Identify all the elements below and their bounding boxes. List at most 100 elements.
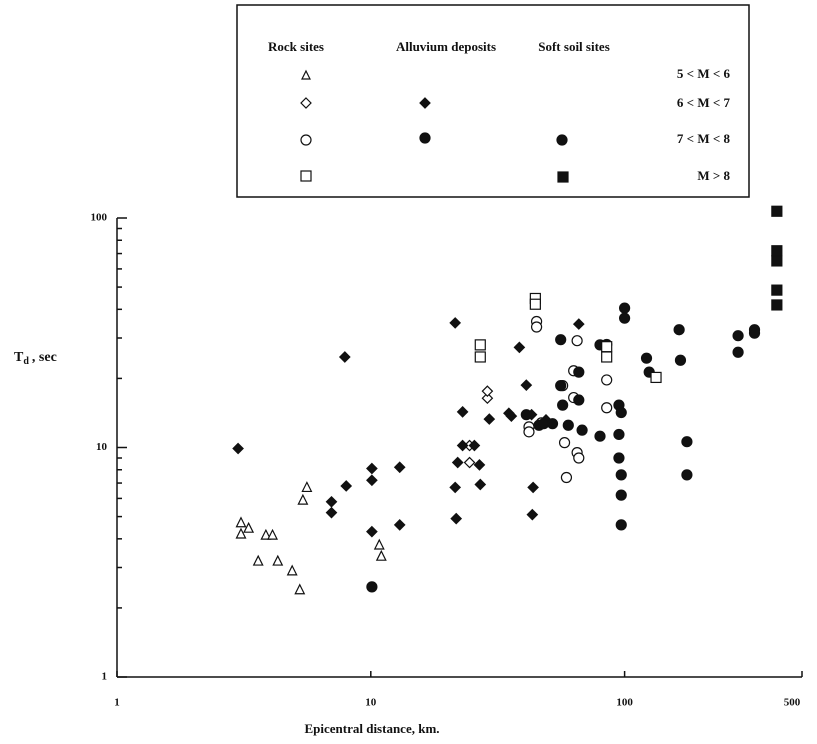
point [395, 520, 405, 530]
x-tick-label: 100 [616, 697, 633, 709]
point [521, 410, 531, 420]
legend-row-label: 6 < M < 7 [677, 95, 731, 110]
x-tick-label: 500 [784, 697, 801, 709]
point [453, 458, 463, 468]
point [458, 407, 468, 417]
point [602, 403, 612, 413]
point [651, 372, 661, 382]
point [236, 529, 245, 538]
point [326, 508, 336, 518]
point [474, 460, 484, 470]
legend-box [237, 5, 749, 197]
point [750, 328, 760, 338]
point [772, 246, 782, 256]
point [572, 336, 582, 346]
y-axis-label-rest: , sec [32, 350, 57, 365]
legend-row-label: 7 < M < 8 [677, 131, 731, 146]
point [475, 352, 485, 362]
point [616, 470, 626, 480]
point [367, 475, 377, 485]
chart: Rock sites Alluvium deposits Soft soil s… [0, 0, 817, 744]
point [772, 256, 782, 266]
y-tick-label: 100 [91, 212, 108, 224]
point [367, 582, 377, 592]
point [341, 481, 351, 491]
point [298, 495, 307, 504]
point [602, 352, 612, 362]
point [733, 347, 743, 357]
legend-row-label: 5 < M < 6 [677, 66, 731, 81]
point [560, 438, 570, 448]
point [254, 556, 263, 565]
point [602, 342, 612, 352]
point [772, 285, 782, 295]
point [558, 400, 568, 410]
point [326, 497, 336, 507]
point [675, 355, 685, 365]
point [642, 353, 652, 363]
point [288, 566, 297, 575]
point [528, 482, 538, 492]
point [527, 510, 537, 520]
point [574, 367, 584, 377]
point [377, 551, 386, 560]
point [236, 518, 245, 527]
x-tick-label: 1 [114, 697, 120, 709]
point [465, 458, 475, 468]
x-axis-label: Epicentral distance, km. [304, 721, 439, 736]
point [514, 342, 524, 352]
point [367, 464, 377, 474]
point [772, 206, 782, 216]
point [595, 431, 605, 441]
y-axis-label: Td, sec [14, 350, 57, 367]
legend-symbol [420, 133, 430, 143]
y-axis-label-sub: d [23, 356, 29, 367]
point [772, 300, 782, 310]
point [484, 414, 494, 424]
legend-symbol [557, 135, 567, 145]
point [450, 318, 460, 328]
point [524, 427, 534, 437]
point [620, 313, 630, 323]
page: {"chart_data": { "type": "scatter", "xla… [0, 0, 817, 744]
point [561, 473, 571, 483]
point [530, 299, 540, 309]
point [482, 386, 492, 396]
point [616, 520, 626, 530]
point [574, 319, 584, 329]
point [577, 425, 587, 435]
point [682, 437, 692, 447]
point [682, 470, 692, 480]
point [475, 340, 485, 350]
point [614, 453, 624, 463]
point [620, 303, 630, 313]
point [244, 523, 253, 532]
legend-header: Soft soil sites [538, 39, 610, 54]
point [532, 322, 542, 332]
point [367, 527, 377, 537]
point [451, 514, 461, 524]
point [616, 408, 626, 418]
point [733, 331, 743, 341]
point [273, 556, 282, 565]
point [563, 420, 573, 430]
legend-header: Rock sites [268, 39, 324, 54]
point [556, 335, 566, 345]
point [674, 325, 684, 335]
point [233, 444, 243, 454]
legend-row-label: M > 8 [697, 168, 730, 183]
point [521, 380, 531, 390]
point [614, 429, 624, 439]
point [340, 352, 350, 362]
point [302, 482, 311, 491]
legend-symbol [558, 172, 568, 182]
point [458, 441, 468, 451]
y-tick-label: 10 [96, 441, 108, 453]
point [556, 381, 566, 391]
point [574, 453, 584, 463]
point [395, 462, 405, 472]
point [616, 490, 626, 500]
legend-header: Alluvium deposits [396, 39, 496, 54]
point [295, 585, 304, 594]
point [475, 479, 485, 489]
